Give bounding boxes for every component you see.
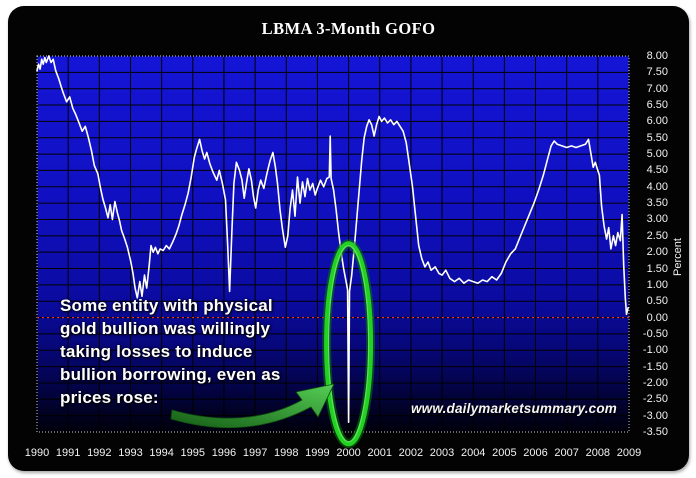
annotation-line: bullion borrowing, even as: [60, 365, 281, 384]
y-tick-label: 2.50: [646, 229, 668, 242]
y-tick-label: 4.50: [646, 164, 668, 177]
chart-card: LBMA 3-Month GOFO 8.00 7.50 7.00 6.50 6.00 5.…: [8, 6, 689, 471]
annotation-line: Some entity with physical: [60, 296, 273, 315]
annotation-line: gold bullion was willingly: [60, 319, 271, 338]
x-tick-label: 2007: [554, 447, 579, 459]
annotation-line: prices rose:: [60, 388, 159, 407]
x-tick-label: 1998: [274, 447, 299, 459]
y-tick-label: -2.50: [642, 393, 668, 406]
x-tick-label: 1992: [87, 447, 112, 459]
x-tick-label: 1996: [211, 447, 237, 459]
y-tick-label: 2.00: [646, 246, 668, 259]
y-tick-label: 7.00: [646, 82, 668, 95]
y-axis-title: Percent: [672, 238, 684, 276]
y-tick-label: 3.00: [646, 213, 668, 226]
y-tick-label: 4.00: [646, 180, 668, 193]
x-tick-label: 1994: [149, 447, 174, 459]
x-tick-label: 1999: [305, 447, 330, 459]
x-tick-label: 1990: [24, 447, 50, 459]
y-tick-label: 3.50: [646, 197, 668, 210]
x-tick-label: 1995: [180, 447, 206, 459]
annotation-text: Some entity with physical gold bullion w…: [60, 294, 360, 409]
y-tick-label: 1.00: [646, 278, 668, 291]
y-tick-label: -1.00: [642, 344, 668, 357]
y-tick-label: 5.50: [646, 131, 668, 144]
x-tick-label: 1991: [55, 447, 81, 459]
y-tick-label: 1.50: [646, 262, 668, 275]
watermark: www.dailymarketsummary.com: [410, 401, 618, 416]
y-tick-label: -2.00: [642, 376, 668, 389]
y-tick-label: 8.00: [646, 50, 668, 62]
y-tick-label: 5.00: [646, 148, 668, 161]
y-tick-label: -3.50: [642, 426, 668, 438]
x-tick-label: 2002: [398, 447, 424, 459]
y-tick-label: 6.00: [646, 115, 668, 128]
x-tick-label: 2004: [460, 447, 486, 459]
x-tick-label: 2003: [429, 447, 455, 459]
y-tick-label: 0.50: [646, 295, 668, 308]
y-tick-label: -3.00: [642, 409, 668, 422]
y-tick-label: 0.00: [646, 311, 668, 324]
y-tick-label: 6.50: [646, 99, 668, 112]
x-tick-label: 2005: [492, 447, 517, 459]
y-tick-label: -1.50: [642, 360, 668, 373]
x-tick-label: 2006: [523, 447, 548, 459]
x-tick-label: 2000: [336, 447, 361, 459]
x-tick-label: 2008: [585, 447, 611, 459]
chart-title: LBMA 3-Month GOFO: [261, 19, 436, 38]
x-tick-label: 1993: [118, 447, 143, 459]
y-tick-label: 7.50: [646, 66, 668, 79]
x-tick-label: 2001: [367, 447, 392, 459]
y-tick-label: -0.50: [642, 327, 668, 340]
x-tick-label: 1997: [242, 447, 268, 459]
annotation-line: taking losses to induce: [60, 342, 253, 361]
x-tick-label: 2009: [616, 447, 642, 459]
